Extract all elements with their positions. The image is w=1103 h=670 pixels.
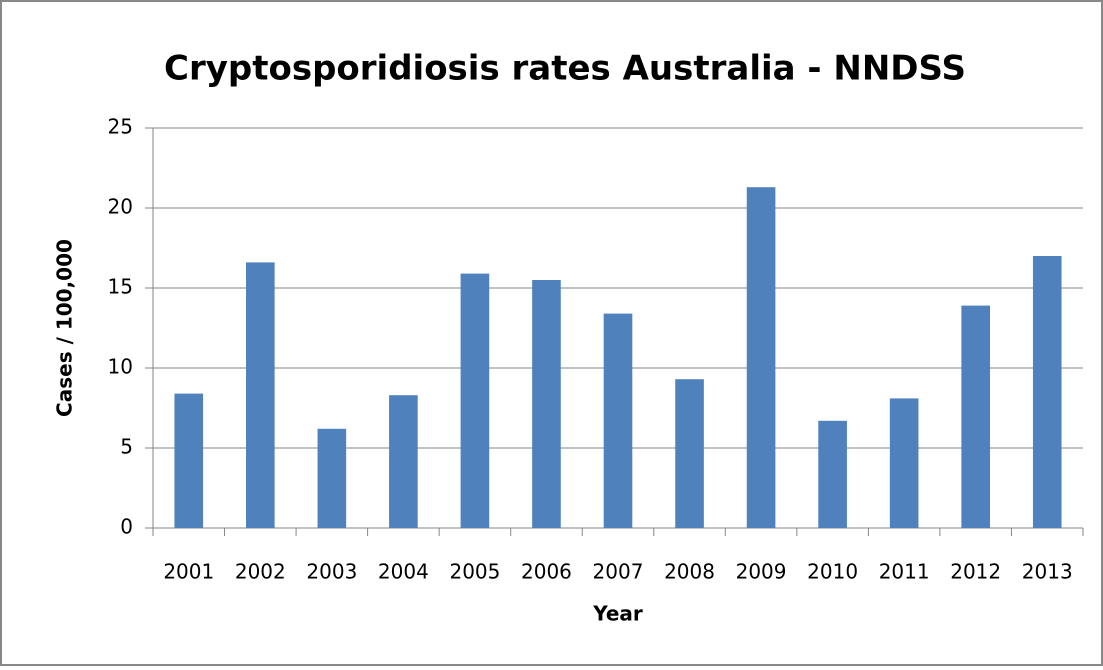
x-tick-label: 2002 [235,560,286,584]
bar [603,313,633,528]
chart-title: Cryptosporidiosis rates Australia - NNDS… [164,49,966,89]
x-tick-label: 2006 [521,560,572,584]
bar [174,393,204,528]
bar [532,280,561,528]
bar [889,398,919,528]
bar [675,379,704,528]
y-tick-label: 15 [108,275,133,299]
bar [746,187,776,528]
x-tick-label: 2003 [306,560,357,584]
x-axis-label: Year [592,602,643,626]
x-tick-label: 2010 [807,560,858,584]
bar [1032,256,1062,528]
y-tick-label: 5 [120,435,133,459]
x-tick-label: 2011 [879,560,930,584]
bar [818,420,847,528]
y-tick-label: 20 [108,195,133,219]
y-tick-label: 25 [108,115,133,139]
bar [317,428,347,528]
x-tick-label: 2001 [163,560,214,584]
bar [961,305,990,528]
x-tick-label: 2007 [593,560,644,584]
x-tick-label: 2005 [449,560,500,584]
x-tick-label: 2013 [1022,560,1073,584]
y-axis-label: Cases / 100,000 [53,239,77,417]
x-tick-label: 2004 [378,560,429,584]
y-tick-label: 10 [108,355,133,379]
bar [246,262,275,528]
x-tick-label: 2012 [950,560,1001,584]
bar [389,395,418,528]
x-tick-label: 2009 [736,560,787,584]
y-tick-label: 0 [120,515,133,539]
x-tick-label: 2008 [664,560,715,584]
bar [460,273,490,528]
